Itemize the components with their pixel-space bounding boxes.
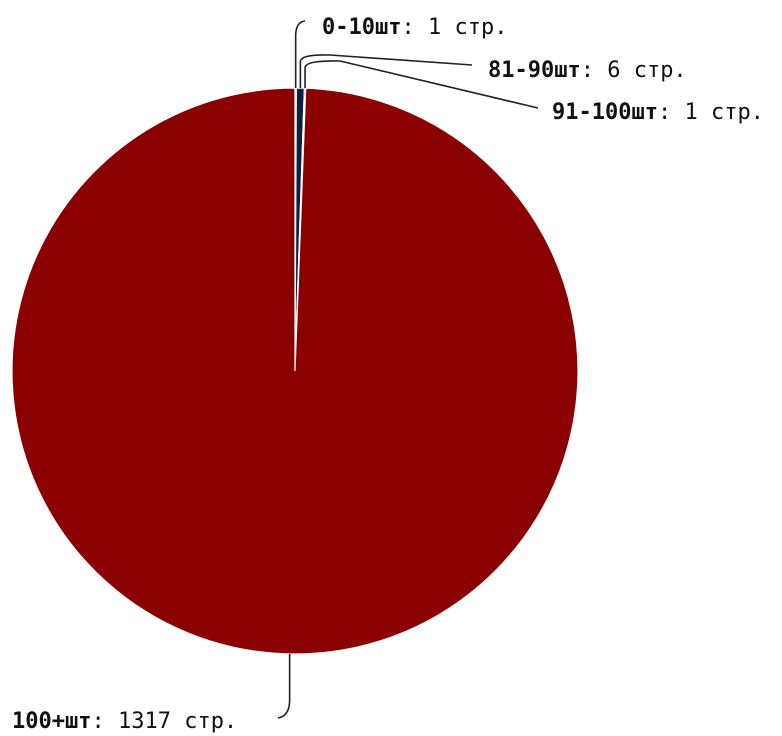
slice-value-3: : 1317 стр. (91, 709, 237, 734)
leader-line-2 (304, 60, 539, 109)
slice-label-2: 91-100шт: 1 стр. (552, 100, 764, 125)
slice-label-3: 100+шт: 1317 стр. (12, 709, 237, 734)
slice-label-1: 81-90шт: 6 стр. (488, 58, 687, 83)
slice-category-3: 100+шт (12, 709, 91, 734)
leader-line-1 (299, 54, 473, 89)
leaders-layer (277, 20, 539, 719)
slice-category-0: 0-10шт (322, 15, 401, 40)
slice-label-0: 0-10шт: 1 стр. (322, 15, 507, 40)
slice-value-2: : 1 стр. (658, 100, 764, 125)
pie-slice-3 (11, 87, 579, 655)
labels-layer: 0-10шт: 1 стр.81-90шт: 6 стр.91-100шт: 1… (12, 15, 764, 734)
slice-category-1: 81-90шт (488, 58, 581, 83)
slice-value-1: : 6 стр. (581, 58, 687, 83)
slices-layer (11, 87, 579, 655)
slice-value-0: : 1 стр. (401, 15, 507, 40)
leader-line-3 (277, 653, 291, 719)
slice-category-2: 91-100шт (552, 100, 658, 125)
leader-line-0 (294, 20, 306, 89)
